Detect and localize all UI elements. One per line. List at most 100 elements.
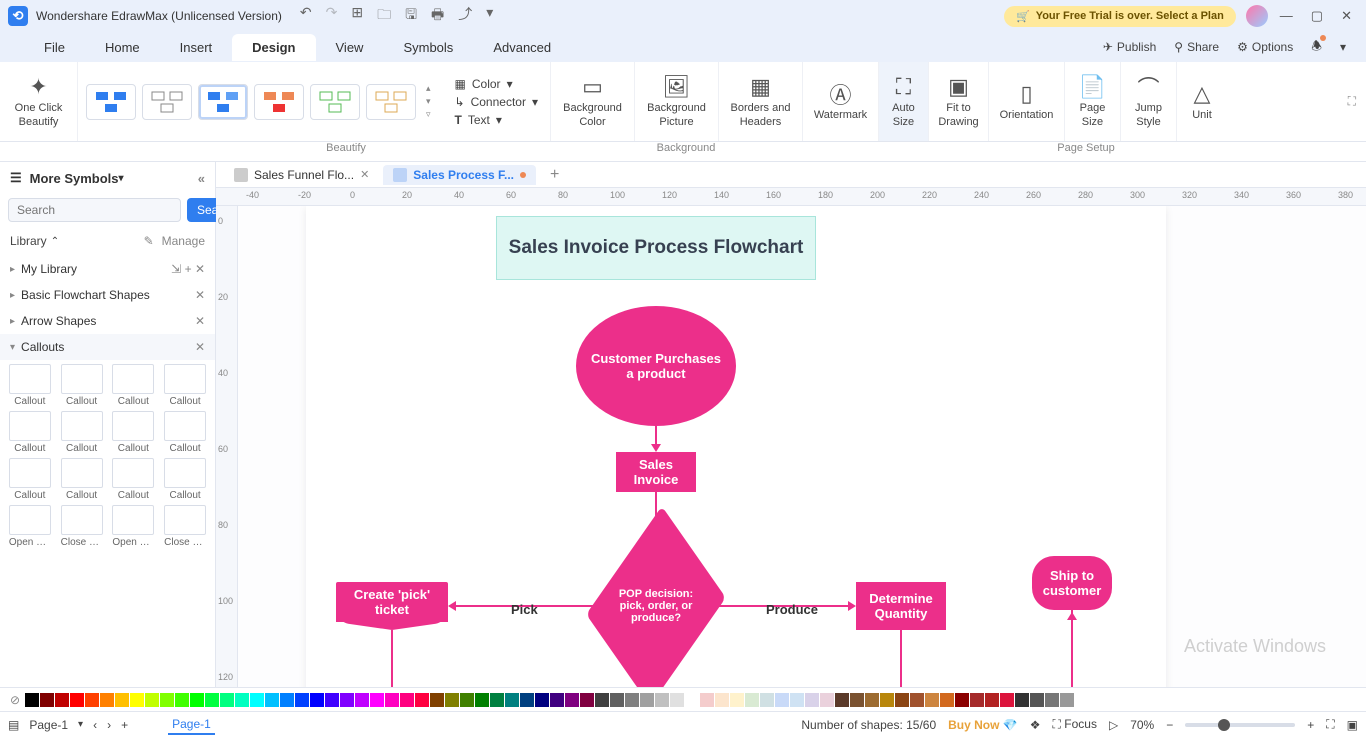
callouts-cat[interactable]: ▾Callouts ✕ bbox=[0, 334, 215, 360]
color-swatch[interactable] bbox=[490, 693, 504, 707]
basic-flowchart-cat[interactable]: ▸Basic Flowchart Shapes ✕ bbox=[0, 282, 215, 308]
color-swatch[interactable] bbox=[295, 693, 309, 707]
gallery-down-icon[interactable]: ▾ bbox=[426, 96, 431, 107]
shape-item[interactable]: Close B... bbox=[161, 505, 209, 548]
flowchart-title[interactable]: Sales Invoice Process Flowchart bbox=[496, 216, 816, 280]
color-swatch[interactable] bbox=[655, 693, 669, 707]
hamburger-icon[interactable]: ☰ bbox=[10, 170, 22, 186]
auto-size[interactable]: ⛶ Auto Size bbox=[879, 62, 929, 141]
style-1[interactable] bbox=[86, 84, 136, 120]
page-size[interactable]: 📄 Page Size bbox=[1065, 62, 1121, 141]
color-swatch[interactable] bbox=[1015, 693, 1029, 707]
color-swatch[interactable] bbox=[940, 693, 954, 707]
shape-item[interactable]: Callout bbox=[110, 411, 158, 454]
no-color-icon[interactable]: ⊘ bbox=[6, 693, 24, 707]
page-selector[interactable]: Page-1 bbox=[29, 718, 68, 732]
fullscreen-icon[interactable]: ▣ bbox=[1347, 718, 1358, 732]
node-decision[interactable]: POP decision: pick, order, or produce? bbox=[601, 541, 711, 671]
search-input[interactable] bbox=[8, 198, 181, 222]
style-2[interactable] bbox=[142, 84, 192, 120]
color-swatch[interactable] bbox=[340, 693, 354, 707]
jump-style[interactable]: ⌒ Jump Style bbox=[1121, 62, 1177, 141]
pages-icon[interactable]: ▤ bbox=[8, 718, 19, 732]
color-swatch[interactable] bbox=[760, 693, 774, 707]
color-swatch[interactable] bbox=[685, 693, 699, 707]
shape-item[interactable]: Callout bbox=[58, 458, 106, 501]
color-swatch[interactable] bbox=[475, 693, 489, 707]
export-icon[interactable]: ⤴ bbox=[458, 4, 472, 28]
node-ship[interactable]: Ship to customer bbox=[1032, 556, 1112, 610]
shape-item[interactable]: Callout bbox=[58, 411, 106, 454]
color-swatch[interactable] bbox=[1045, 693, 1059, 707]
zoom-slider[interactable] bbox=[1185, 723, 1295, 727]
color-swatch[interactable] bbox=[730, 693, 744, 707]
unit[interactable]: △ Unit bbox=[1177, 62, 1227, 141]
tab-2[interactable]: Sales Process F... bbox=[383, 165, 536, 185]
color-swatch[interactable] bbox=[775, 693, 789, 707]
zoom-in-icon[interactable]: + bbox=[1307, 718, 1314, 732]
add-icon[interactable]: + bbox=[185, 262, 192, 276]
cat-close-icon[interactable]: ✕ bbox=[195, 340, 205, 354]
color-swatch[interactable] bbox=[250, 693, 264, 707]
shape-item[interactable]: Callout bbox=[110, 458, 158, 501]
color-swatch[interactable] bbox=[925, 693, 939, 707]
style-4[interactable] bbox=[254, 84, 304, 120]
buy-now-link[interactable]: Buy Now 💎 bbox=[948, 718, 1018, 732]
manage-label[interactable]: Manage bbox=[162, 234, 205, 248]
color-dropdown[interactable]: ▦ Color ▾ bbox=[455, 77, 538, 91]
color-swatch[interactable] bbox=[325, 693, 339, 707]
maximize-icon[interactable]: ▢ bbox=[1311, 8, 1323, 24]
menu-view[interactable]: View bbox=[316, 34, 384, 61]
shape-item[interactable]: Close B... bbox=[58, 505, 106, 548]
gallery-up-icon[interactable]: ▴ bbox=[426, 83, 431, 94]
color-swatch[interactable] bbox=[970, 693, 984, 707]
color-swatch[interactable] bbox=[1060, 693, 1074, 707]
color-swatch[interactable] bbox=[460, 693, 474, 707]
menu-file[interactable]: File bbox=[24, 34, 85, 61]
shape-item[interactable]: Open B... bbox=[110, 505, 158, 548]
menu-insert[interactable]: Insert bbox=[160, 34, 233, 61]
color-swatch[interactable] bbox=[175, 693, 189, 707]
one-click-beautify[interactable]: ✦ One Click Beautify bbox=[0, 62, 78, 141]
color-swatch[interactable] bbox=[160, 693, 174, 707]
shape-item[interactable]: Callout bbox=[6, 364, 54, 407]
menu-symbols[interactable]: Symbols bbox=[383, 34, 473, 61]
zoom-out-icon[interactable]: − bbox=[1166, 718, 1173, 732]
orientation[interactable]: ▯ Orientation bbox=[989, 62, 1065, 141]
color-swatch[interactable] bbox=[430, 693, 444, 707]
import-icon[interactable]: ⇲ bbox=[171, 262, 181, 276]
color-swatch[interactable] bbox=[100, 693, 114, 707]
color-swatch[interactable] bbox=[640, 693, 654, 707]
text-dropdown[interactable]: T Text ▾ bbox=[455, 113, 538, 127]
color-swatch[interactable] bbox=[910, 693, 924, 707]
color-swatch[interactable] bbox=[835, 693, 849, 707]
node-invoice[interactable]: Sales Invoice bbox=[616, 452, 696, 492]
color-swatch[interactable] bbox=[880, 693, 894, 707]
layers-icon[interactable]: ❖ bbox=[1030, 718, 1041, 732]
color-swatch[interactable] bbox=[745, 693, 759, 707]
page-tab[interactable]: Page-1 bbox=[168, 715, 215, 735]
arrow-shapes-cat[interactable]: ▸Arrow Shapes ✕ bbox=[0, 308, 215, 334]
color-swatch[interactable] bbox=[145, 693, 159, 707]
node-pick-ticket[interactable]: Create 'pick' ticket bbox=[336, 582, 448, 622]
color-swatch[interactable] bbox=[955, 693, 969, 707]
cat-close-icon[interactable]: ✕ bbox=[195, 288, 205, 302]
color-swatch[interactable] bbox=[55, 693, 69, 707]
focus-button[interactable]: ⛶ Focus bbox=[1053, 717, 1097, 732]
color-swatch[interactable] bbox=[190, 693, 204, 707]
color-swatch[interactable] bbox=[520, 693, 534, 707]
shape-item[interactable]: Callout bbox=[161, 411, 209, 454]
shape-item[interactable]: Callout bbox=[161, 458, 209, 501]
color-swatch[interactable] bbox=[25, 693, 39, 707]
color-swatch[interactable] bbox=[790, 693, 804, 707]
publish-button[interactable]: ✈ Publish bbox=[1103, 40, 1156, 54]
options-button[interactable]: ⚙ Options bbox=[1237, 40, 1293, 54]
style-5[interactable] bbox=[310, 84, 360, 120]
style-3[interactable] bbox=[198, 84, 248, 120]
color-swatch[interactable] bbox=[205, 693, 219, 707]
color-swatch[interactable] bbox=[130, 693, 144, 707]
color-swatch[interactable] bbox=[415, 693, 429, 707]
node-quantity[interactable]: Determine Quantity bbox=[856, 582, 946, 630]
menu-dropdown-icon[interactable]: ▾ bbox=[1340, 40, 1346, 54]
ribbon-expand-icon[interactable]: ⛶ bbox=[1348, 94, 1366, 109]
